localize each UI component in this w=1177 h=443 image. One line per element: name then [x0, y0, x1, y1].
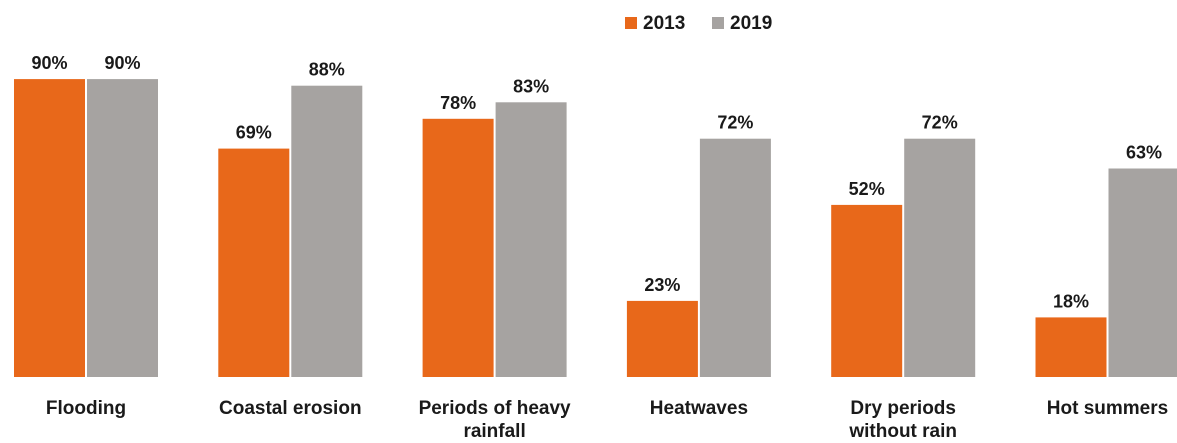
data-label-2019-4: 72%: [922, 113, 958, 133]
legend-swatch-2013: [625, 17, 637, 29]
data-label-2019-3: 72%: [717, 113, 753, 133]
bar-2013-2: [422, 118, 494, 378]
bar-2019-1: [291, 85, 363, 377]
category-label-3-line-0: Heatwaves: [650, 398, 748, 419]
bar-2019-4: [904, 138, 976, 377]
data-label-2013-1: 69%: [236, 123, 272, 143]
bar-2019-2: [495, 102, 567, 378]
category-label-4-line-0: Dry periods: [850, 398, 956, 419]
data-label-2019-0: 90%: [104, 53, 140, 73]
category-label-4-line-1: without rain: [848, 421, 957, 442]
legend-label-2013: 2013: [643, 13, 685, 34]
data-label-2013-4: 52%: [849, 179, 885, 199]
category-label-1-line-0: Coastal erosion: [219, 398, 362, 419]
data-label-2013-5: 18%: [1053, 291, 1089, 311]
data-label-2013-0: 90%: [31, 53, 67, 73]
bar-2013-3: [626, 300, 698, 377]
category-label-2-line-0: Periods of heavy: [419, 398, 571, 419]
category-label-0-line-0: Flooding: [46, 398, 126, 419]
bar-2013-5: [1035, 317, 1107, 377]
bar-2019-3: [699, 138, 771, 377]
bar-2019-5: [1108, 168, 1177, 377]
legend-swatch-2019: [712, 17, 724, 29]
bar-2019-0: [87, 79, 158, 377]
bar-2013-0: [14, 79, 85, 377]
bar-2013-1: [218, 148, 290, 377]
category-label-2-line-1: rainfall: [463, 421, 525, 442]
data-label-2019-1: 88%: [309, 60, 345, 80]
bar-2013-4: [831, 204, 903, 377]
data-label-2019-2: 83%: [513, 76, 549, 96]
data-label-2013-3: 23%: [644, 275, 680, 295]
data-label-2019-5: 63%: [1126, 143, 1162, 163]
category-label-5-line-0: Hot summers: [1047, 398, 1168, 419]
data-label-2013-2: 78%: [440, 93, 476, 113]
legend-label-2019: 2019: [730, 13, 772, 34]
